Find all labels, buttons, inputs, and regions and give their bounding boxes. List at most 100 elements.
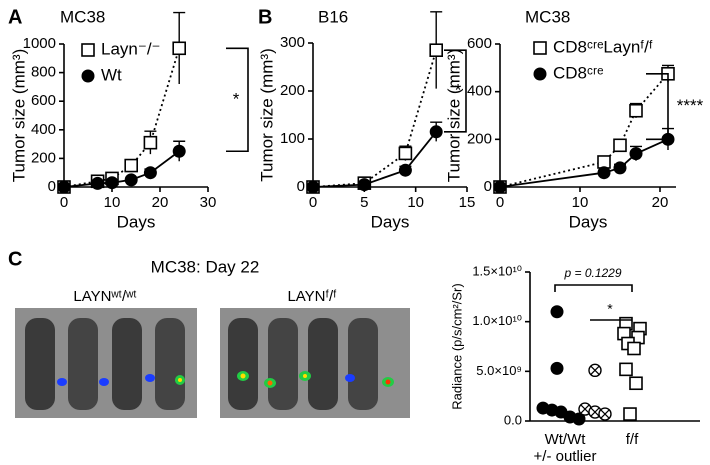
image-label: LAYNʷᵗ/ʷᵗ: [73, 288, 136, 305]
marker: [357, 178, 371, 192]
marker: [613, 138, 627, 153]
marker-cross: [590, 407, 600, 417]
x-tick-label: 5: [360, 194, 368, 211]
legend-label: CD8ᶜʳᵉ: [553, 63, 603, 82]
x-tick-label: 0: [309, 194, 317, 211]
x-tick-label: 0: [60, 194, 68, 211]
marker: [81, 69, 95, 83]
panel-label: B: [258, 6, 272, 28]
y-tick-label: 200: [31, 149, 56, 166]
marker-cross: [580, 404, 590, 414]
y-axis-label: Tumor size (mm³): [444, 49, 463, 182]
marker-cross: [600, 409, 610, 419]
marker: [124, 158, 138, 173]
series-line: [63, 48, 181, 188]
marker: [81, 43, 95, 57]
marker: [105, 176, 119, 190]
x-tick-label: 10: [104, 194, 121, 211]
x-tick-label: 0: [496, 194, 504, 211]
significance-bracket: [444, 49, 467, 133]
significance-label: *: [455, 80, 462, 99]
marker: [533, 67, 547, 81]
image-label: LAYNᶠ/ᶠ: [287, 288, 337, 305]
mouse-photo: [220, 308, 410, 418]
image-title: MC38: Day 22: [151, 257, 260, 276]
marker: [619, 362, 633, 377]
marker: [493, 180, 507, 194]
y-tick-label: 200: [280, 82, 305, 99]
marker: [629, 147, 643, 161]
marker: [172, 41, 186, 56]
y-axis-label: Tumor size (mm³): [9, 49, 28, 182]
marker: [143, 135, 158, 150]
marker: [398, 163, 412, 177]
x-tick-label: 10: [572, 194, 589, 211]
significance-label: ****: [677, 96, 704, 115]
marker: [597, 166, 611, 180]
y-tick-label: 100: [280, 130, 305, 147]
marker: [429, 43, 444, 58]
y-tick-label: 0.0: [504, 412, 522, 427]
p-value-label: p = 0.1229: [563, 266, 621, 280]
x-tick-label: Wt/Wt +/- outlier: [534, 431, 597, 465]
marker: [623, 407, 637, 421]
marker: [550, 305, 564, 319]
y-axis-label: Tumor size (mm³): [257, 48, 276, 181]
marker: [172, 144, 186, 158]
series-line: [312, 49, 438, 188]
y-tick-label: 600: [31, 92, 56, 109]
x-axis-label: Days: [569, 212, 608, 231]
series-line: [499, 73, 669, 188]
y-tick-label: 400: [467, 83, 492, 100]
marker: [398, 146, 413, 161]
marker: [306, 180, 320, 194]
chart-title: MC38: [525, 7, 570, 26]
x-tick-label: 30: [200, 194, 217, 211]
y-tick-label: 800: [31, 64, 56, 81]
y-tick-label: 300: [280, 34, 305, 51]
significance-bracket: [554, 284, 633, 292]
marker: [57, 180, 71, 194]
legend-label: Layn⁻/⁻: [101, 39, 161, 58]
y-tick-label: 600: [467, 35, 492, 52]
significance-label: *: [607, 301, 613, 317]
x-tick-label: 20: [152, 194, 169, 211]
series-line: [312, 131, 437, 188]
marker: [124, 173, 138, 187]
marker: [613, 161, 627, 175]
marker: [572, 412, 586, 426]
y-tick-label: 400: [31, 121, 56, 138]
significance-label: *: [233, 89, 240, 108]
x-tick-label: 15: [459, 194, 476, 211]
x-axis-label: Days: [371, 212, 410, 231]
y-tick-label: 1.5×10¹⁰: [472, 263, 522, 278]
significance-bracket: [646, 72, 669, 141]
series-line: [63, 150, 180, 188]
y-tick-label: 1.0×10¹⁰: [472, 313, 522, 328]
significance-bracket: [226, 47, 249, 153]
x-tick-label: 20: [652, 194, 669, 211]
y-tick-label: 200: [467, 130, 492, 147]
x-tick-label: f/f: [626, 431, 639, 448]
x-tick-label: 10: [407, 194, 424, 211]
marker: [429, 125, 443, 139]
chart-title: MC38: [60, 7, 105, 26]
y-tick-label: 5.0×10⁹: [476, 363, 522, 378]
marker: [550, 361, 564, 375]
y-tick-label: 0: [48, 178, 56, 195]
y-tick-label: 0: [297, 178, 305, 195]
legend-label: Wt: [101, 65, 122, 84]
panel-label: A: [8, 6, 22, 28]
marker: [91, 176, 105, 190]
panel-label: C: [8, 248, 22, 270]
marker: [629, 376, 643, 391]
series-line: [499, 138, 669, 188]
x-axis-label: Days: [117, 212, 156, 231]
y-axis-label: Radiance (p/s/cm²/Sr): [449, 283, 464, 409]
chart-title: B16: [318, 7, 348, 26]
marker-cross: [590, 365, 600, 375]
y-tick-label: 0: [484, 178, 492, 195]
marker: [597, 155, 611, 169]
